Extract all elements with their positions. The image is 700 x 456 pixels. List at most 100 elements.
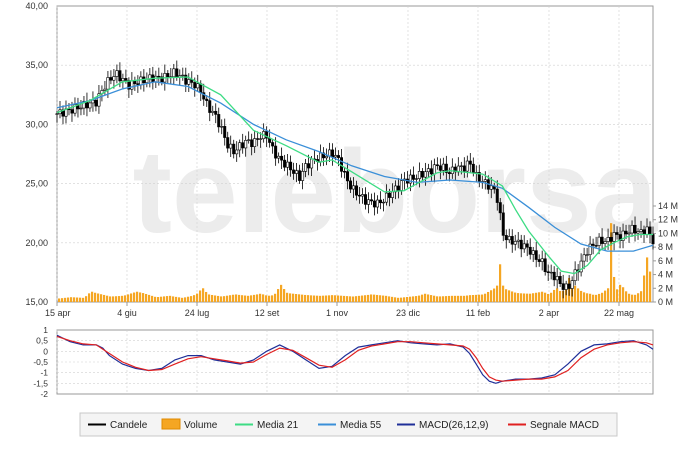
candle-body	[91, 99, 95, 104]
volume-bar	[391, 296, 394, 302]
volume-bar	[202, 288, 205, 302]
candle-body	[55, 113, 59, 115]
candle-body	[570, 280, 574, 289]
volume-bar	[535, 292, 538, 302]
volume-bar	[643, 275, 646, 302]
volume-bar	[250, 295, 253, 302]
legend-frame	[79, 412, 618, 437]
candle-body	[477, 172, 481, 182]
volume-bar	[454, 295, 457, 302]
candle-body	[235, 149, 239, 155]
volume-bar	[394, 297, 397, 302]
candle-body	[97, 93, 101, 107]
volume-bar	[547, 293, 550, 302]
candle-body	[438, 165, 442, 171]
volume-bar	[469, 295, 472, 302]
volume-bar	[358, 295, 361, 302]
volume-bar	[625, 291, 628, 302]
volume-bar	[403, 297, 406, 302]
candle-body	[103, 88, 107, 91]
volume-bar	[196, 293, 199, 302]
volume-bar	[514, 292, 517, 302]
candle-body	[420, 171, 424, 178]
candle-body	[471, 163, 475, 174]
volume-bar	[451, 295, 454, 302]
volume-bars	[58, 223, 652, 302]
candle-body	[426, 168, 430, 173]
volume-bar	[241, 295, 244, 302]
legend-label: MACD(26,12,9)	[419, 420, 488, 431]
volume-bar	[85, 296, 88, 302]
volume-bar	[367, 294, 370, 302]
volume-bar	[211, 294, 214, 302]
candle-body	[94, 99, 98, 107]
candle-body	[244, 140, 248, 149]
volume-bar	[580, 290, 583, 302]
volume-bar	[487, 291, 490, 302]
candle-body	[82, 100, 86, 109]
candle-body	[513, 241, 517, 245]
volume-bar	[553, 289, 556, 302]
candle-body	[612, 232, 616, 242]
volume-bar	[190, 296, 193, 302]
candle-body	[429, 168, 433, 175]
candle-body	[346, 171, 350, 182]
volume-bar	[466, 295, 469, 302]
volume-bar	[496, 285, 499, 302]
candle-body	[552, 271, 556, 281]
volume-bar	[457, 295, 460, 302]
volume-bar	[481, 294, 484, 302]
volume-bar	[106, 295, 109, 302]
volume-bar	[541, 291, 544, 302]
price-y-tick-label: 15,00	[25, 297, 48, 307]
volume-bar	[268, 295, 271, 302]
candle-body	[573, 269, 577, 281]
candle-body	[543, 258, 547, 273]
candle-body	[639, 229, 643, 232]
volume-bar	[256, 294, 259, 302]
volume-bar	[292, 293, 295, 302]
candle-body	[555, 276, 559, 281]
x-tick-label: 23 dic	[396, 308, 421, 318]
volume-bar	[337, 295, 340, 302]
volume-bar	[436, 296, 439, 302]
volume-bar	[232, 294, 235, 302]
volume-bar	[325, 295, 328, 302]
candle-body	[615, 232, 619, 235]
volume-bar	[382, 295, 385, 302]
volume-bar	[559, 290, 562, 302]
candle-body	[495, 188, 499, 203]
volume-bar	[76, 297, 79, 302]
candle-body	[366, 199, 370, 205]
price-y-tick-label: 25,00	[25, 179, 48, 189]
volume-bar	[379, 295, 382, 302]
volume-bar	[601, 292, 604, 302]
candle-body	[295, 170, 299, 174]
macd-y-tick-label: -1,5	[33, 378, 48, 388]
volume-bar	[364, 295, 367, 302]
candle-body	[184, 74, 188, 85]
candle-body	[519, 239, 523, 250]
volume-bar	[445, 296, 448, 302]
candle-body	[109, 77, 113, 81]
candle-body	[160, 76, 164, 83]
candle-body	[88, 102, 92, 109]
price-y-tick-label: 20,00	[25, 238, 48, 248]
candle-body	[250, 139, 254, 147]
volume-bar	[502, 285, 505, 302]
volume-bar	[130, 293, 133, 302]
volume-bar	[262, 294, 265, 302]
candle-body	[387, 192, 391, 198]
candle-body	[633, 224, 637, 234]
volume-bar	[229, 295, 232, 302]
volume-y-tick-label: 2 M	[658, 283, 673, 293]
volume-bar	[220, 296, 223, 302]
volume-bar	[349, 296, 352, 302]
candle-body	[238, 142, 242, 151]
candle-body	[277, 155, 281, 159]
candle-body	[115, 70, 119, 77]
candle-body	[588, 243, 592, 255]
volume-bar	[283, 289, 286, 302]
volume-bar	[148, 294, 151, 302]
volume-bar	[463, 295, 466, 302]
